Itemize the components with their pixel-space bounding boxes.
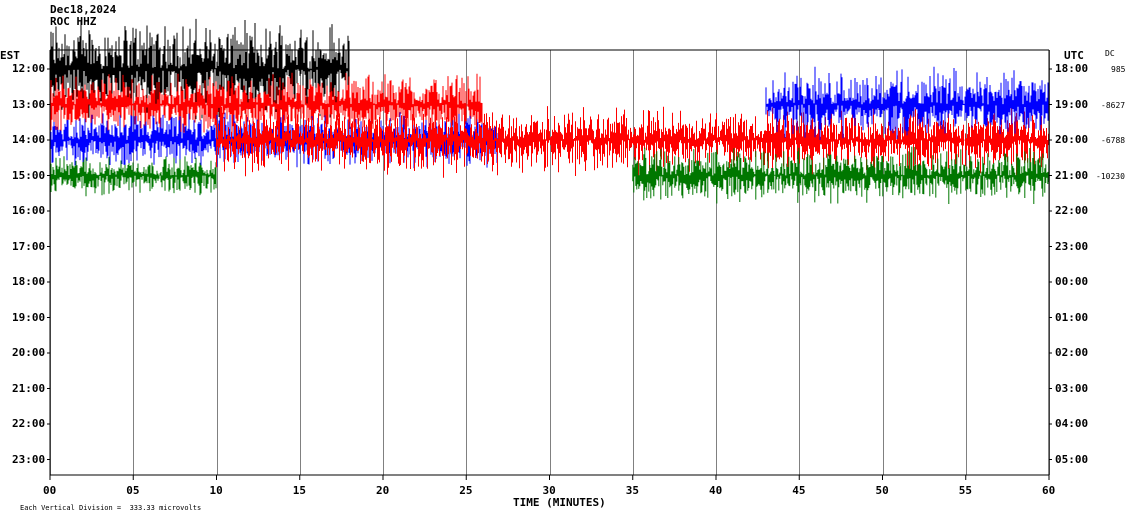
x-tick-label: 30 — [542, 484, 556, 497]
right-tick-label: 23:00 — [1055, 239, 1089, 253]
x-tick-label: 40 — [709, 484, 723, 497]
left-tick-label: 16:00 — [12, 204, 46, 217]
seismic-traces — [49, 18, 1050, 204]
dc-value: -6788 — [1101, 136, 1126, 145]
left-tick-label: 18:00 — [12, 275, 46, 288]
x-tick-label: 20 — [376, 484, 390, 497]
x-tick-label: 35 — [625, 484, 639, 497]
dc-value: -10230 — [1096, 171, 1125, 181]
trace-row-1-seg-5 — [765, 66, 1050, 140]
x-tick-label: 50 — [875, 484, 889, 497]
x-tick-label: 10 — [209, 484, 223, 497]
right-tick-label: 05:00 — [1055, 452, 1089, 466]
dc-title: DC — [1105, 49, 1115, 58]
trace-row-3-seg-6 — [632, 146, 1050, 204]
left-tick-label: 12:00 — [12, 62, 46, 75]
trace-row-2-seg-4 — [216, 103, 1049, 178]
right-tick-label: 04:00 — [1055, 417, 1089, 430]
station-label: ROC HHZ — [50, 15, 97, 28]
left-tick-label: 22:00 — [12, 417, 46, 430]
right-tick-label: 20:00 — [1055, 133, 1089, 146]
left-axis-title: EST — [0, 49, 20, 62]
station-info: Dec18,2024 ROC HHZ — [50, 4, 140, 28]
right-tick-label: 01:00 — [1055, 310, 1089, 324]
x-tick-label: 55 — [958, 484, 972, 497]
left-tick-label: 23:00 — [12, 452, 46, 466]
x-tick-label: 45 — [792, 484, 806, 497]
right-tick-label: 19:00 — [1055, 97, 1089, 111]
x-tick-label: 05 — [126, 484, 140, 497]
x-tick-label: 15 — [292, 484, 306, 497]
right-tick-label: 03:00 — [1055, 381, 1089, 395]
right-tick-label: 21:00 — [1055, 168, 1089, 182]
right-tick-label: 00:00 — [1055, 275, 1089, 288]
right-axis-title: UTC — [1064, 49, 1084, 62]
dc-value: 985 — [1111, 65, 1126, 74]
left-tick-label: 15:00 — [12, 168, 46, 182]
date-label: Dec18,2024 — [50, 3, 117, 16]
x-axis-label: TIME (MINUTES) — [513, 496, 606, 509]
left-tick-label: 13:00 — [12, 97, 46, 111]
right-tick-label: 22:00 — [1055, 204, 1089, 217]
dc-value: -8627 — [1101, 100, 1126, 110]
left-tick-label: 20:00 — [12, 346, 46, 359]
x-tick-label: 25 — [459, 484, 473, 497]
left-tick-label: 17:00 — [12, 239, 46, 253]
footer-note: Each Vertical Division = 333.33 microvol… — [20, 504, 202, 512]
left-tick-label: 19:00 — [12, 310, 46, 324]
plot-frame — [47, 49, 1052, 480]
left-tick-label: 21:00 — [12, 381, 46, 395]
right-tick-label: 18:00 — [1055, 62, 1089, 75]
right-tick-label: 02:00 — [1055, 346, 1089, 359]
x-tick-label: 00 — [43, 484, 57, 497]
x-tick-label: 60 — [1042, 484, 1056, 497]
left-tick-label: 14:00 — [12, 133, 46, 146]
